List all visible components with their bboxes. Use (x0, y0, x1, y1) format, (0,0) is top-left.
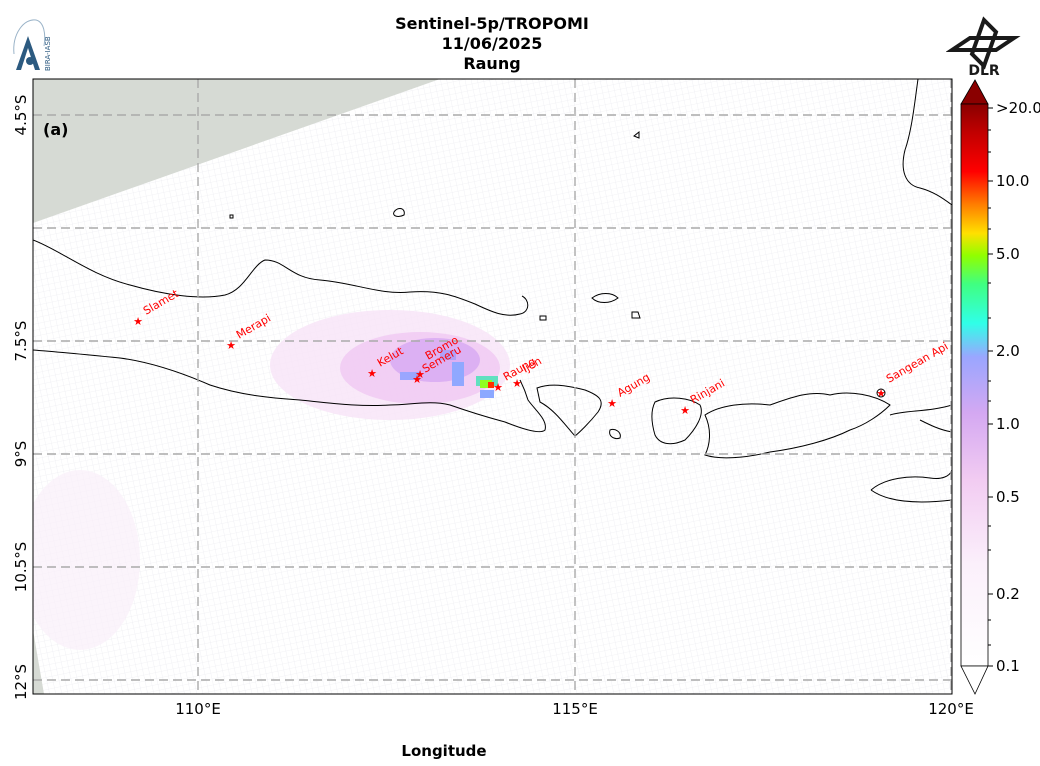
colorbar-ticks (988, 107, 993, 667)
x-axis-label: Longitude (401, 742, 487, 760)
volcano-star-icon: ★ (226, 339, 236, 352)
x-ticks: 110°E 115°E 120°E (175, 700, 974, 718)
so2-plume (33, 310, 510, 650)
colorbar-extend-max (960, 79, 989, 105)
colorbar-tick-label: 0.1 (996, 657, 1020, 675)
colorbar-tick-label: 2.0 (996, 342, 1020, 360)
volcano-star-icon: ★ (133, 315, 143, 328)
x-tick-label: 110°E (175, 700, 221, 718)
colorbar-tick-label: 0.5 (996, 488, 1020, 506)
colorbar-gradient (960, 103, 989, 667)
map-title: Sentinel-5p/TROPOMI 11/06/2025 Raung (340, 14, 644, 74)
y-ticks: 4.5°S 7.5°S 9°S 10.5°S 12°S (12, 95, 30, 701)
volcano-star-icon: ★ (680, 404, 690, 417)
volcano-star-icon: ★ (493, 381, 503, 394)
y-tick-label: 12°S (12, 664, 30, 700)
title-date: 11/06/2025 (441, 34, 543, 53)
colorbar-tick-label: 1.0 (996, 415, 1020, 433)
dlr-logo: DLR (945, 14, 1022, 84)
y-tick-label: 4.5°S (12, 95, 30, 136)
map-frame (32, 78, 953, 695)
colorbar-tick-label: 0.2 (996, 585, 1020, 603)
volcano-star-icon: ★ (607, 397, 617, 410)
colorbar-extend-min (960, 665, 989, 695)
y-tick-label: 9°S (12, 441, 30, 468)
title-instrument: Sentinel-5p/TROPOMI (395, 14, 589, 33)
coastlines (33, 79, 952, 503)
map-area: ★Slamet★Merapi★Kelut★Semeru★Bromo★Raung★… (33, 79, 952, 694)
bira-iasb-logo: BIRA-IASB (10, 14, 60, 78)
x-tick-label: 120°E (928, 700, 974, 718)
volcano-star-icon: ★ (415, 368, 425, 381)
sangean-island (876, 388, 886, 398)
colorbar-tick-label: >20.0 (996, 99, 1040, 117)
panel-label: (a) (43, 120, 68, 139)
x-tick-label: 115°E (552, 700, 598, 718)
colorbar-tick-label: 5.0 (996, 245, 1020, 263)
bira-logo-text: BIRA-IASB (44, 36, 52, 71)
colorbar: >20.0 10.0 5.0 2.0 1.0 0.5 0.2 0.1 (960, 79, 1040, 695)
y-tick-label: 10.5°S (12, 542, 30, 592)
volcano-star-icon: ★ (367, 367, 377, 380)
no-data-region-south (33, 630, 44, 694)
dlr-logo-text: DLR (968, 63, 1000, 79)
y-tick-label: 7.5°S (12, 321, 30, 362)
title-volcano: Raung (463, 54, 521, 73)
volcano-star-icon: ★ (512, 377, 522, 390)
volcano-star-icon: ★ (412, 373, 422, 386)
volcano-star-icon: ★ (876, 387, 886, 400)
colorbar-tick-label: 10.0 (996, 172, 1029, 190)
gridlines (33, 79, 952, 694)
